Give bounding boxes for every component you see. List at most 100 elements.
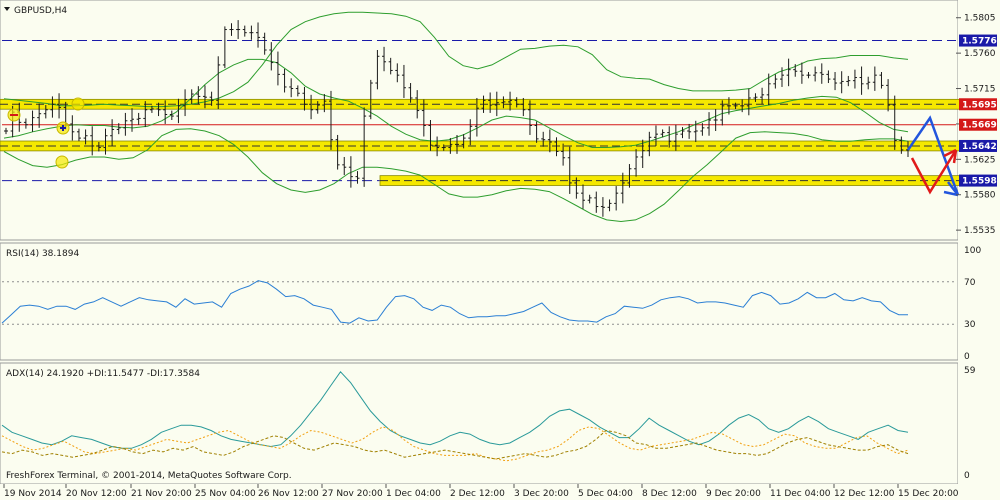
price-bar: [90, 126, 95, 156]
price-bar: [289, 78, 294, 98]
price-bar: [448, 138, 453, 154]
price-bar: [236, 20, 241, 39]
symbol-title: GBPUSD,H4: [14, 6, 67, 16]
price-bar: [746, 88, 751, 116]
price-bar: [514, 97, 519, 108]
price-bar: [846, 75, 851, 87]
price-bar: [455, 134, 459, 154]
price-bar: [269, 42, 274, 71]
price-bar: [680, 127, 685, 139]
price-bar: [83, 129, 88, 145]
price-bar: [229, 23, 234, 36]
copyright-text: FreshForex Terminal, © 2001-2014, MetaQu…: [6, 471, 292, 481]
price-bar: [653, 125, 658, 146]
price-bar: [474, 97, 479, 137]
price-bar: [295, 85, 300, 97]
price-bar: [282, 68, 287, 93]
rsi-title: RSI(14) 38.1894: [6, 249, 79, 259]
price-bar: [441, 144, 446, 151]
price-bar: [607, 199, 612, 212]
price-bar: [899, 136, 904, 154]
price-bar: [209, 91, 214, 106]
price-bar: [554, 137, 559, 157]
price-tick-label: 1.5580: [964, 191, 996, 201]
plus-di-line: [1, 426, 909, 462]
price-bar: [892, 95, 897, 150]
price-bar: [37, 103, 42, 128]
price-bar: [143, 101, 148, 128]
level-tag-bg: [959, 34, 997, 47]
price-bar: [620, 172, 625, 204]
price-bar: [156, 102, 161, 117]
symbol-menu-icon[interactable]: [4, 7, 10, 11]
time-tick-label: 19 Nov 2014: [4, 489, 62, 499]
price-bar: [395, 63, 400, 83]
price-bar: [481, 95, 486, 113]
level-tag-bg: [959, 98, 997, 111]
price-bar: [733, 102, 738, 109]
time-tick-label: 20 Nov 12:00: [66, 489, 127, 499]
price-bar: [541, 131, 546, 147]
time-tick-label: 8 Dec 12:00: [642, 489, 697, 499]
price-bar: [468, 119, 473, 146]
forecast-arrows: [906, 115, 960, 197]
price-bar: [693, 120, 698, 143]
rsi-pane[interactable]: [0, 242, 959, 361]
level-tag-3: 1.5642: [959, 139, 997, 152]
price-bar: [594, 191, 599, 213]
adx-tick-label: 59: [964, 366, 976, 376]
price-bar: [50, 96, 55, 118]
price-bar: [600, 197, 605, 217]
price-bar: [401, 64, 406, 98]
price-bar: [813, 66, 818, 82]
adx-line: [1, 371, 909, 449]
price-bar: [760, 87, 765, 105]
adx-title: ADX(14) 24.1920 +DI:11.5477 -DI:17.3584: [6, 369, 200, 379]
price-tick-label: 1.5625: [964, 155, 996, 165]
price-bar: [852, 69, 857, 89]
price-bar: [766, 73, 771, 106]
price-bar: [886, 79, 891, 112]
price-bar: [375, 49, 380, 90]
price-bar: [872, 66, 877, 91]
forecast-blue-path: [906, 115, 960, 196]
support-bands: [0, 98, 961, 186]
price-bar: [740, 99, 745, 113]
price-bar: [587, 194, 592, 204]
price-bar: [488, 92, 493, 113]
price-bar: [826, 70, 831, 84]
price-bar: [4, 127, 8, 135]
price-bar: [859, 66, 864, 95]
level-tag-4: 1.5598: [959, 174, 997, 187]
price-tick-label: 1.5805: [964, 14, 996, 24]
right-axis: [958, 0, 1000, 500]
price-bar: [501, 96, 506, 109]
bollinger-middle: [3, 58, 909, 148]
price-pane[interactable]: [0, 0, 959, 241]
price-bar: [189, 89, 194, 105]
price-bar: [130, 108, 135, 132]
price-bars: [4, 20, 910, 217]
time-tick-label: 3 Dec 20:00: [514, 489, 569, 499]
cross-marker-icon: [60, 125, 66, 131]
trade-markers: [7, 97, 85, 169]
price-bar: [23, 118, 28, 129]
rsi-tick-label: 100: [964, 246, 981, 256]
price-bar: [561, 143, 566, 166]
price-bar: [262, 32, 267, 55]
time-tick-label: 21 Nov 20:00: [131, 489, 192, 499]
price-bar: [534, 121, 539, 143]
minus-di-line: [1, 429, 909, 460]
forecast-red-path: [910, 149, 958, 195]
adx-pane[interactable]: [0, 362, 959, 485]
price-bar: [322, 94, 327, 113]
price-bar: [355, 171, 360, 184]
price-bar: [806, 72, 811, 79]
price-bar: [222, 26, 227, 69]
price-bar: [43, 105, 48, 119]
price-bar: [494, 91, 499, 117]
price-bar: [256, 22, 261, 48]
price-bar: [527, 100, 532, 135]
